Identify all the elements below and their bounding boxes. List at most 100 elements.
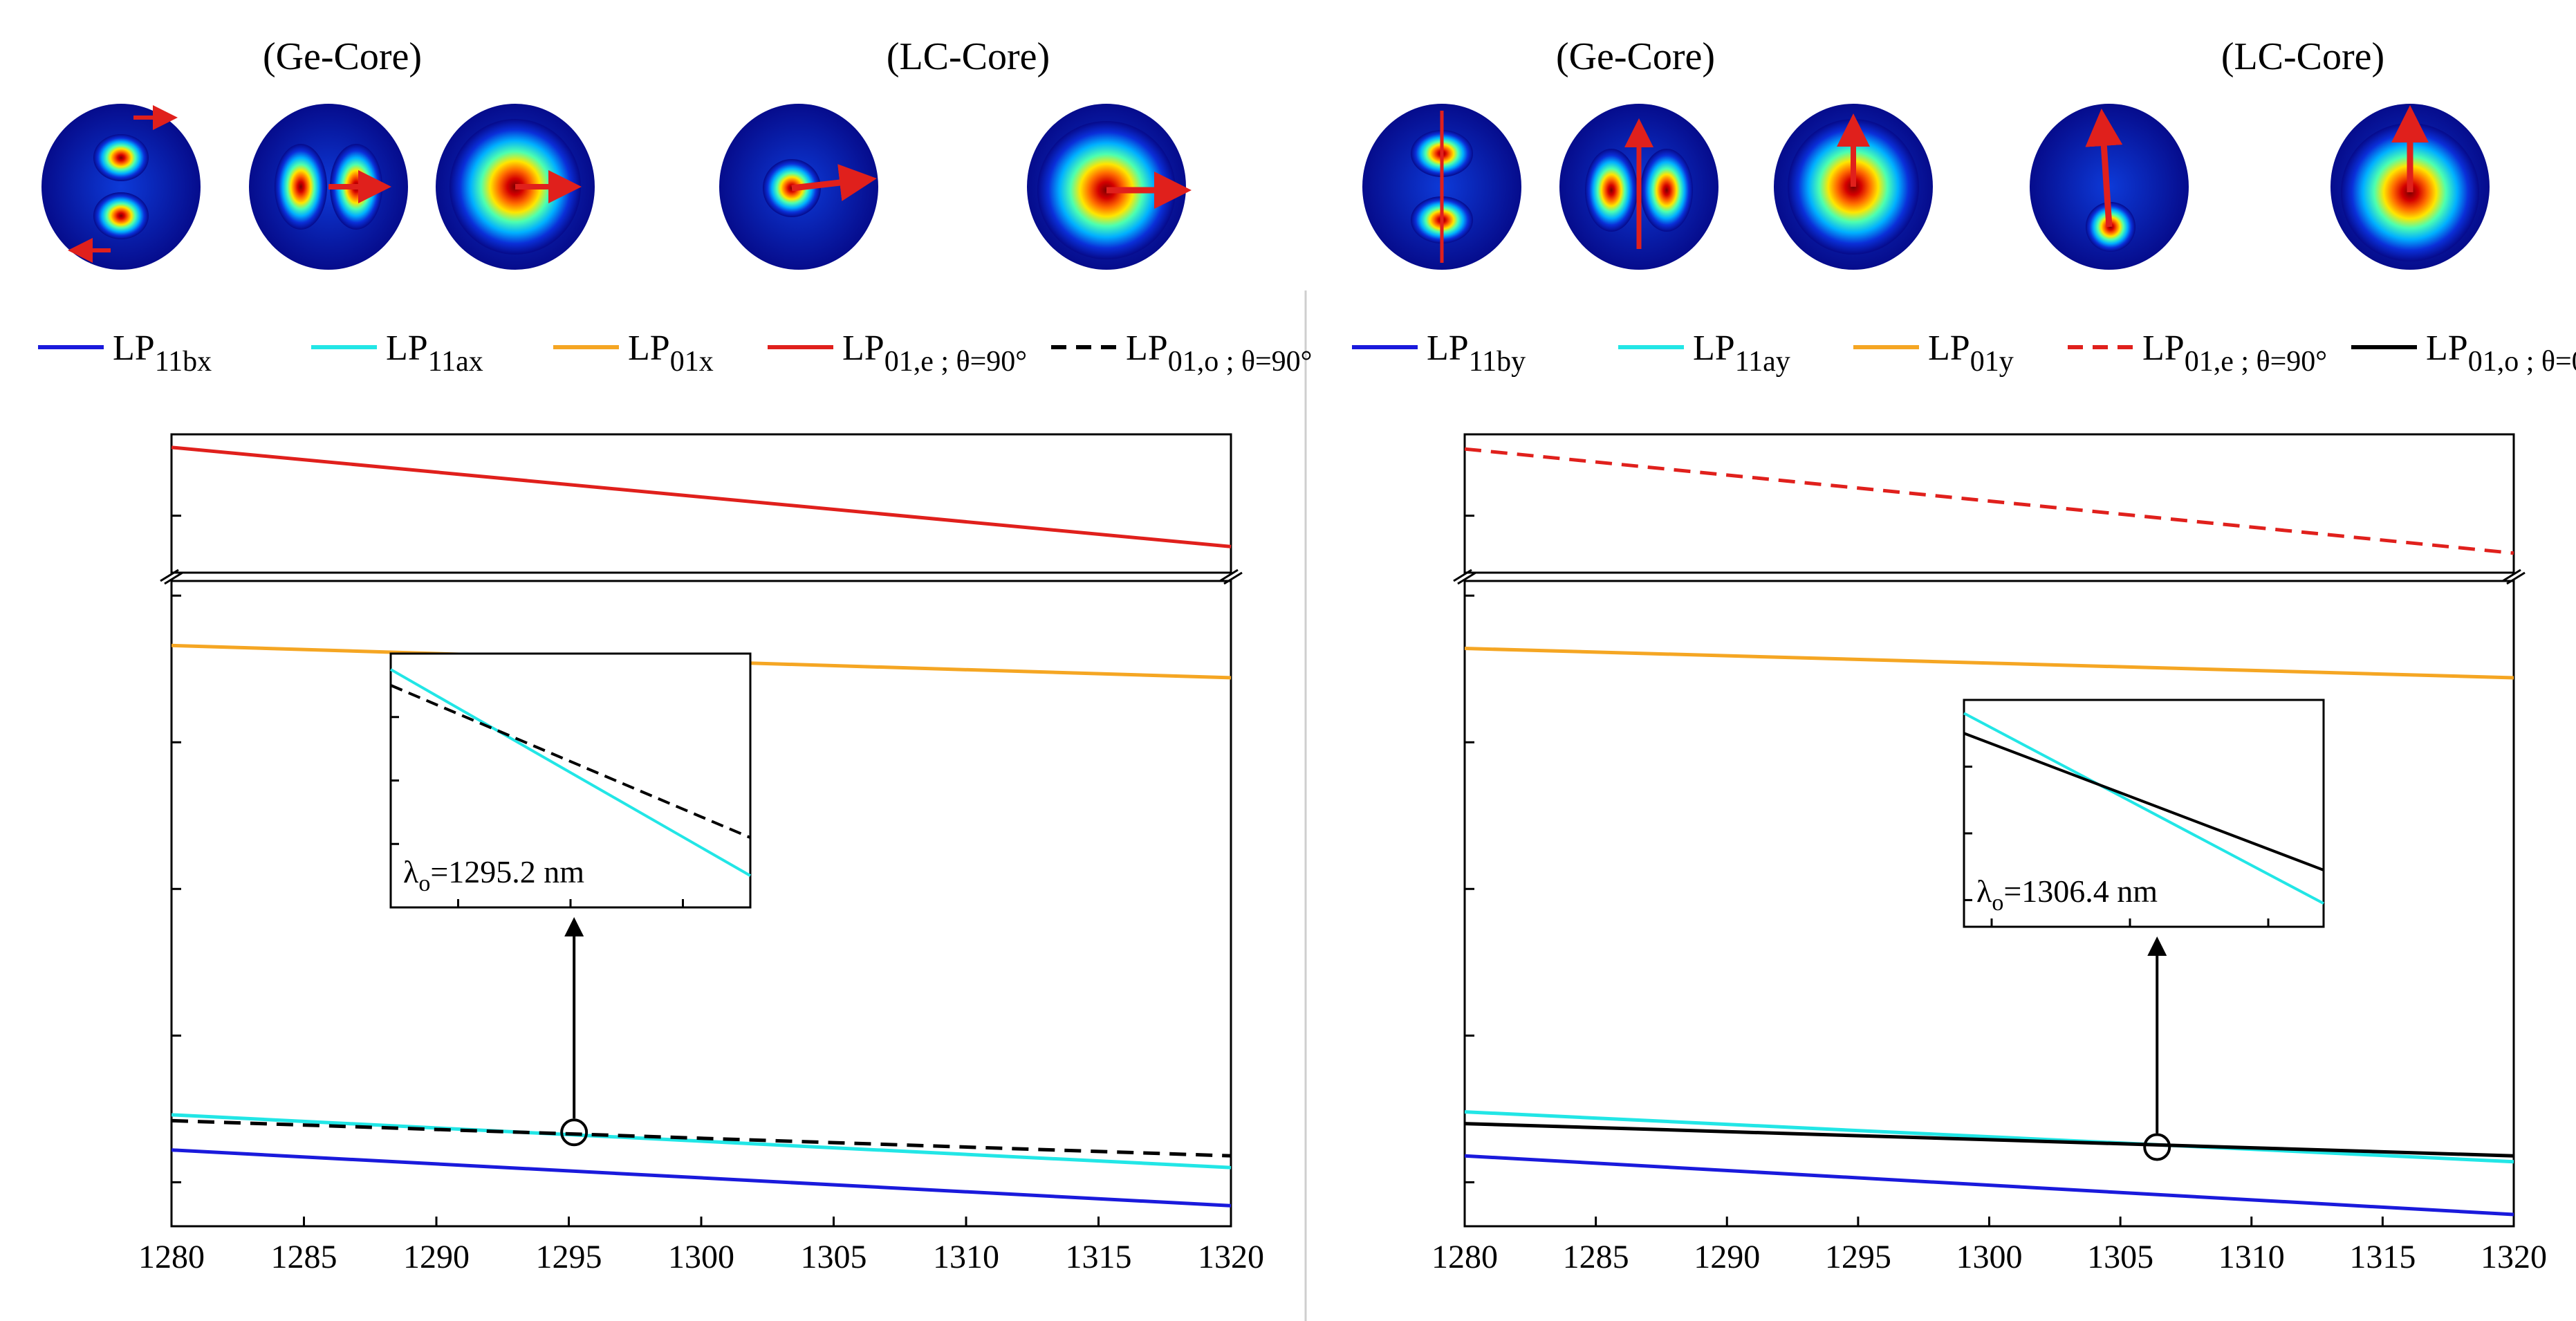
legend-label-sub: 01,e ; θ=90° <box>2185 346 2327 378</box>
series-line-LP01-o-0- <box>1464 1122 2514 1158</box>
axis-break-mark <box>1223 571 1243 585</box>
legend-label-sub: 11by <box>1469 346 1526 378</box>
upper-axis-frame <box>170 433 1232 574</box>
legend-label-sub: 01,o ; θ=0° <box>2468 346 2576 378</box>
inset-annotation-sub: o <box>1992 890 2003 916</box>
legend-label-11bx: LP11bx <box>113 329 212 378</box>
x-tick-label: 1300 <box>668 1239 734 1275</box>
x-tick-label: 1280 <box>138 1239 205 1275</box>
inset-frame <box>389 652 752 909</box>
inset-series-LP11ay <box>1963 712 2324 905</box>
legend-label-01y: LP01y <box>1928 329 2014 378</box>
x-tick-label: 1280 <box>1431 1239 1498 1275</box>
x-tick-label: 1290 <box>1694 1239 1760 1275</box>
legend-label-01,e: LP01,e ; θ=90° <box>2142 329 2327 378</box>
legend-label-base: LP <box>1427 329 1469 368</box>
legend-label-sub: 01y <box>1970 346 2014 378</box>
mode-image-lp11by <box>1362 104 1521 270</box>
legend-label-01,o: LP01,o ; θ=0° <box>2426 329 2576 378</box>
x-tick-label: 1315 <box>2349 1239 2416 1275</box>
chart-panel-b: LP11by LP11ay LP01y LP01,e ; θ=90° LP01,o ; … <box>1352 329 2576 1275</box>
x-tick-label: 1295 <box>1825 1239 1891 1275</box>
legend-label-sub: 11ax <box>428 346 483 378</box>
series-line-LP01-o-90- <box>171 1118 1232 1158</box>
inset-annotation-symbol: λ <box>403 854 419 889</box>
inset-series-LP01-o <box>390 684 751 839</box>
chart-panel-a: LP11bx LP11ax LP01x LP01,e ; θ=90° LP01,o ; … <box>38 329 1312 1275</box>
x-tick-label: 1320 <box>1198 1239 1264 1275</box>
upper-axis-frame <box>1463 433 2515 574</box>
ge-core-label-b: (Ge-Core) <box>1556 35 1715 78</box>
legend-label-sub: 01x <box>670 346 714 378</box>
legend-label-base: LP <box>2426 329 2468 368</box>
inset-annotation-sub: o <box>418 871 430 896</box>
inset-annotation-value: =1295.2 nm <box>430 854 584 889</box>
legend-label-11ax: LP11ax <box>386 329 483 378</box>
inset-series-LP11ax <box>390 668 751 877</box>
lc-core-label-b: (LC-Core) <box>2221 35 2384 78</box>
inset-annotation-symbol: λ <box>1976 874 1992 909</box>
lc-core-label-a: (LC-Core) <box>887 35 1050 78</box>
legend-label-sub: 11ay <box>1735 346 1790 378</box>
mode-image-lp11bx <box>41 104 201 270</box>
legend-label-01,o: LP01,o ; θ=90° <box>1126 329 1312 378</box>
axis-break-mark <box>2506 571 2526 585</box>
legend-label-01x: LP01x <box>628 329 714 378</box>
legend-label-base: LP <box>386 329 428 368</box>
x-tick-label: 1290 <box>403 1239 470 1275</box>
inset-annotation-value: =1306.4 nm <box>2003 874 2158 909</box>
mode-image-lp01x <box>436 104 595 270</box>
axis-break-mark <box>160 569 179 582</box>
legend-label-sub: 01,e ; θ=90° <box>884 346 1027 378</box>
legend-label-base: LP <box>1928 329 1970 368</box>
x-tick-label: 1315 <box>1066 1239 1132 1275</box>
axis-break-mark <box>2502 569 2521 582</box>
legend-label-11by: LP11by <box>1427 329 1526 378</box>
inset-frame <box>1963 699 2325 928</box>
inset-annotation: λo=1295.2 nm <box>403 854 584 896</box>
x-tick-label: 1320 <box>2481 1239 2547 1275</box>
axis-break-mark <box>164 571 183 585</box>
mode-image-lp01y <box>1774 104 1933 270</box>
legend-label-base: LP <box>113 329 155 368</box>
mode-image-lc-e-a <box>719 104 878 270</box>
axis-break-gap <box>1451 574 2528 580</box>
series-line-LP11by <box>1464 1154 2514 1217</box>
series-line-LP11bx <box>171 1148 1232 1208</box>
x-tick-label: 1305 <box>2087 1239 2153 1275</box>
series-line-LP11ax <box>171 1113 1232 1170</box>
axis-break-mark <box>1457 571 1476 585</box>
series-line-LP11ay <box>1464 1110 2514 1164</box>
axis-break-gap <box>158 574 1245 580</box>
ge-core-label-a: (Ge-Core) <box>263 35 422 78</box>
series-line-LP01y <box>1464 647 2514 680</box>
mode-image-lp11ay <box>1559 104 1718 270</box>
legend-label-base: LP <box>628 329 670 368</box>
mode-field-images: (Ge-Core) (LC-Core) (Ge-Core) (LC-Core) <box>41 35 2490 270</box>
axis-break-mark <box>1453 569 1472 582</box>
legend-label-base: LP <box>2142 329 2185 368</box>
axis-break-mark <box>1219 569 1239 582</box>
series-line-LP01-e-90- <box>1464 447 2514 555</box>
mode-image-lc-e-b <box>2030 104 2189 270</box>
x-tick-label: 1300 <box>1956 1239 2023 1275</box>
mode-image-lc-o-a <box>1027 104 1192 270</box>
crossing-marker <box>560 1118 589 1147</box>
legend-label-sub: 01,o ; θ=90° <box>1168 346 1313 378</box>
inset-series-LP01-o <box>1963 732 2324 871</box>
x-tick-label: 1285 <box>271 1239 337 1275</box>
legend-label-base: LP <box>1693 329 1735 368</box>
x-tick-label: 1305 <box>801 1239 867 1275</box>
x-tick-label: 1285 <box>1563 1239 1629 1275</box>
series-line-LP01-e-90- <box>171 445 1232 548</box>
x-tick-label: 1310 <box>933 1239 999 1275</box>
legend-label-sub: 11bx <box>155 346 212 378</box>
mode-image-lp11ax <box>249 104 408 270</box>
x-tick-label: 1310 <box>2218 1239 2285 1275</box>
legend-label-01,e: LP01,e ; θ=90° <box>842 329 1027 378</box>
mode-image-lc-o-b <box>2331 104 2490 270</box>
legend-label-11ay: LP11ay <box>1693 329 1790 378</box>
legend-label-base: LP <box>842 329 884 368</box>
x-tick-label: 1295 <box>536 1239 602 1275</box>
